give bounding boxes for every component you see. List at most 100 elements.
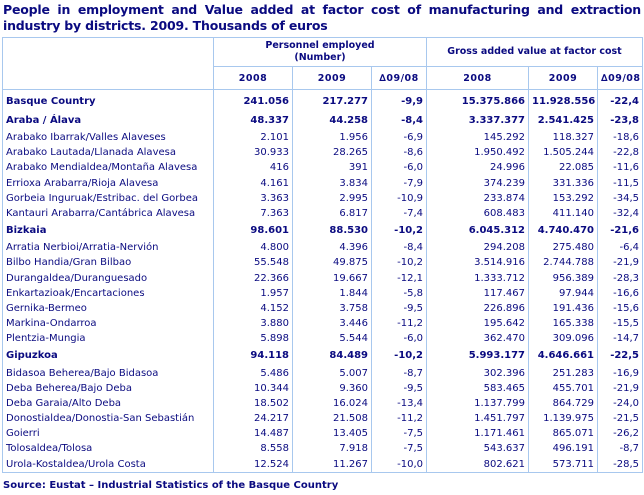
cell-value: 496.191 — [528, 441, 598, 457]
data-table: Personnel employed (Number) Gross added … — [2, 37, 644, 473]
cell-value: 117.467 — [426, 285, 529, 301]
cell-value: 15.375.866 — [426, 89, 529, 111]
table-row: Arabako Ibarrak/Valles Alaveses 2.101 1.95… — [2, 130, 644, 146]
cell-value: -22,4 — [596, 89, 644, 111]
cell-value: -10,2 — [371, 346, 427, 366]
district-name: Donostialdea/Donostia-San Sebastián — [2, 411, 214, 427]
cell-value: -7,4 — [371, 205, 427, 222]
cell-value: 118.327 — [528, 130, 598, 146]
column-header: 2009 — [528, 66, 598, 90]
cell-value: -12,1 — [371, 270, 427, 286]
table-row: Urola-Kostaldea/Urola Costa 12.524 11.267-… — [2, 456, 644, 473]
cell-value: 5.007 — [292, 365, 372, 381]
cell-value: 2.101 — [213, 130, 293, 146]
cell-value: 12.524 — [213, 456, 293, 473]
cell-value: -11,6 — [596, 160, 644, 176]
district-name: Urola-Kostaldea/Urola Costa — [2, 456, 214, 473]
cell-value: 97.944 — [528, 285, 598, 301]
cell-value: 411.140 — [528, 205, 598, 222]
cell-value: 3.446 — [292, 316, 372, 332]
cell-value: -6,0 — [371, 160, 427, 176]
table-row: Arratia Nerbioi/Arratia-Nervión 4.800 4.39… — [2, 240, 644, 256]
district-name: Bizkaia — [2, 221, 214, 241]
cell-value: -9,5 — [371, 380, 427, 396]
cell-value: -18,6 — [596, 130, 644, 146]
cell-value: 5.544 — [292, 331, 372, 347]
cell-value: 3.363 — [213, 190, 293, 206]
cell-value: -5,8 — [371, 285, 427, 301]
cell-value: 6.817 — [292, 205, 372, 222]
cell-value: -10,2 — [371, 255, 427, 271]
table-row: Deba Beherea/Bajo Deba 10.344 9.360 -9,5 583… — [2, 380, 644, 396]
cell-value: 956.389 — [528, 270, 598, 286]
cell-value: 802.621 — [426, 456, 529, 473]
table-row-total: Araba / Álava 48.337 44.258 -8,4 3.337.377 2.… — [2, 111, 644, 130]
cell-value: 608.483 — [426, 205, 529, 222]
table-row: Durangaldea/Duranguesado 22.366 19.667 -12,… — [2, 270, 644, 286]
cell-value: 4.396 — [292, 240, 372, 256]
cell-value: -32,4 — [596, 205, 644, 222]
column-header: 2009 — [292, 66, 372, 90]
cell-value: -22,5 — [596, 346, 644, 366]
cell-value: 573.711 — [528, 456, 598, 473]
cell-value: 241.056 — [213, 89, 293, 111]
column-header: ∆09/08 — [371, 66, 427, 90]
district-name: Arratia Nerbioi/Arratia-Nervión — [2, 240, 214, 256]
cell-value: 18.502 — [213, 395, 293, 411]
cell-value: 2.744.788 — [528, 255, 598, 271]
cell-value: 1.333.712 — [426, 270, 529, 286]
cell-value: 1.137.799 — [426, 395, 529, 411]
district-name: Plentzia-Mungia — [2, 331, 214, 347]
district-name: Arabako Ibarrak/Valles Alaveses — [2, 130, 214, 146]
column-header: 2008 — [426, 66, 529, 90]
cell-value: 1.956 — [292, 130, 372, 146]
cell-value: -8,6 — [371, 145, 427, 161]
cell-value: 7.363 — [213, 205, 293, 222]
header-personnel-employed: Personnel employed (Number) — [213, 37, 427, 67]
cell-value: 84.489 — [292, 346, 372, 366]
cell-value: 94.118 — [213, 346, 293, 366]
cell-value: 5.898 — [213, 331, 293, 347]
district-name: Bidasoa Beherea/Bajo Bidasoa — [2, 365, 214, 381]
district-name: Errioxa Arabarra/Rioja Alavesa — [2, 175, 214, 191]
cell-value: -21,9 — [596, 255, 644, 271]
district-name: Deba Beherea/Bajo Deba — [2, 380, 214, 396]
cell-value: -23,8 — [596, 111, 644, 130]
cell-value: 4.800 — [213, 240, 293, 256]
district-name: Markina-Ondarroa — [2, 316, 214, 332]
cell-value: -9,9 — [371, 89, 427, 111]
cell-value: 55.548 — [213, 255, 293, 271]
district-name: Deba Garaia/Alto Deba — [2, 395, 214, 411]
cell-value: -8,4 — [371, 111, 427, 130]
cell-value: 8.558 — [213, 441, 293, 457]
table-row: Markina-Ondarroa 3.880 3.446 -11,2 195.642 16… — [2, 316, 644, 332]
cell-value: -11,2 — [371, 411, 427, 427]
cell-value: 294.208 — [426, 240, 529, 256]
cell-value: -6,0 — [371, 331, 427, 347]
district-name: Basque Country — [2, 89, 214, 111]
cell-value: 4.152 — [213, 300, 293, 317]
cell-value: 49.875 — [292, 255, 372, 271]
cell-value: 226.896 — [426, 300, 529, 317]
cell-value: -11,2 — [371, 316, 427, 332]
cell-value: -21,9 — [596, 380, 644, 396]
cell-value: 19.667 — [292, 270, 372, 286]
cell-value: -7,5 — [371, 426, 427, 442]
district-name: Gorbeia Inguruak/Estribac. del Gorbea — [2, 190, 214, 206]
cell-value: -24,0 — [596, 395, 644, 411]
cell-value: 1.505.244 — [528, 145, 598, 161]
cell-value: 374.239 — [426, 175, 529, 191]
cell-value: 22.366 — [213, 270, 293, 286]
cell-value: 302.396 — [426, 365, 529, 381]
cell-value: 153.292 — [528, 190, 598, 206]
table-row: Kantauri Arabarra/Cantábrica Alavesa 7.36… — [2, 205, 644, 222]
cell-value: 391 — [292, 160, 372, 176]
table-row-total: Bizkaia 98.601 88.530 -10,2 6.045.312 4.740.4… — [2, 221, 644, 241]
cell-value: 9.360 — [292, 380, 372, 396]
cell-value: 4.646.661 — [528, 346, 598, 366]
cell-value: -16,6 — [596, 285, 644, 301]
cell-value: -6,9 — [371, 130, 427, 146]
cell-value: -8,7 — [371, 365, 427, 381]
cell-value: -15,5 — [596, 316, 644, 332]
cell-value: -8,7 — [596, 441, 644, 457]
